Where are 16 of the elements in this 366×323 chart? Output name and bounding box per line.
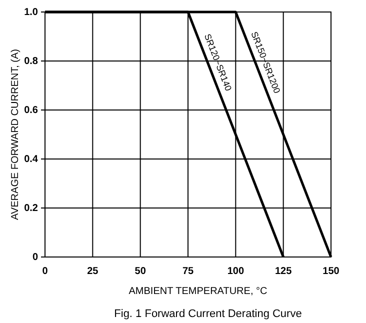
y-tick-label: 0.6 — [24, 105, 38, 116]
x-axis-title: AMBIENT TEMPERATURE, °C — [128, 286, 268, 297]
y-tick-label: 0.8 — [24, 56, 38, 68]
y-tick-label: 0.4 — [24, 154, 38, 166]
y-axis-title: AVERAGE FORWARD CURRENT, (A) — [10, 49, 21, 220]
x-tick-label: 100 — [227, 266, 244, 278]
y-tick-label: 1.0 — [24, 7, 38, 18]
text: Fig. 1 Forward Current Derating Curve — [114, 308, 302, 320]
x-tick-label: 75 — [182, 266, 194, 278]
x-tick-label: 25 — [87, 266, 99, 278]
y-tick-label: 0 — [32, 252, 38, 264]
x-tick-label: 50 — [134, 266, 146, 278]
x-tick-label: 125 — [274, 266, 292, 278]
y-tick-label: 0.2 — [24, 203, 38, 214]
x-tick-label: 0 — [42, 266, 48, 278]
x-tick-label: 150 — [322, 266, 340, 278]
